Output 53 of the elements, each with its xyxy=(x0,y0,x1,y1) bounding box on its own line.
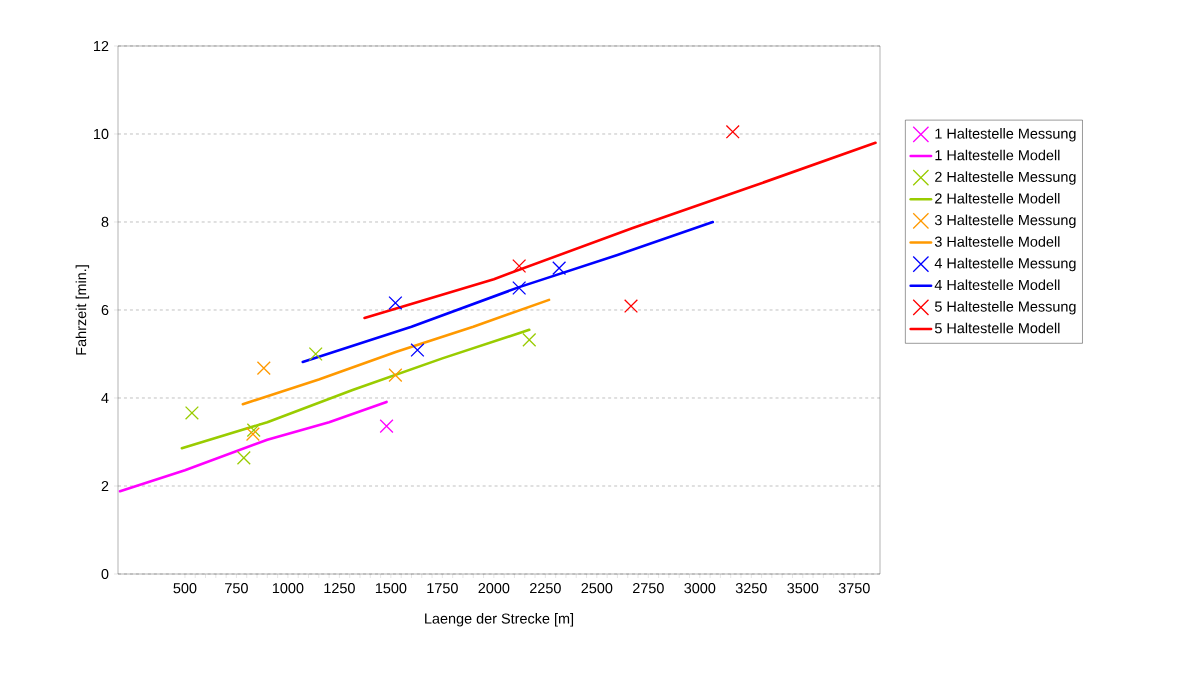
legend-label: 4 Haltestelle Modell xyxy=(934,279,1060,291)
legend-label: 1 Haltestelle Modell xyxy=(935,149,1060,161)
legend-label: 2 Haltestelle Messung xyxy=(935,171,1076,185)
point xyxy=(246,423,261,438)
x-tick-label: 1000 xyxy=(272,583,304,594)
y-tick-label: 4 xyxy=(101,393,109,403)
legend-label: 4 Haltestelle Messung xyxy=(934,257,1076,272)
x-tick-label: 3750 xyxy=(838,583,870,594)
legend-label: 5 Haltestelle Modell xyxy=(934,322,1060,334)
legend-label: 3 Haltestelle Modell xyxy=(934,236,1060,247)
point xyxy=(512,258,527,274)
x-tick-label: 1250 xyxy=(324,583,355,594)
point xyxy=(552,261,567,276)
line-series xyxy=(118,400,388,493)
point xyxy=(388,368,403,383)
point xyxy=(308,346,323,362)
x-axis-title: Laenge der Strecke [m] xyxy=(425,613,574,627)
x-tick-label: 2750 xyxy=(632,583,664,594)
point xyxy=(236,450,251,465)
x-tick-label: 1750 xyxy=(427,583,458,594)
legend-label: 2 Haltestelle Modell xyxy=(935,192,1060,204)
point xyxy=(256,361,271,376)
point xyxy=(725,124,740,139)
y-tick-label: 8 xyxy=(101,216,109,228)
x-tick-label: 750 xyxy=(225,583,248,594)
x-tick-label: 3250 xyxy=(735,583,767,594)
x-tick-label: 2500 xyxy=(581,583,613,594)
y-tick-label: 0 xyxy=(101,568,109,580)
line-series xyxy=(241,298,551,406)
point xyxy=(522,332,537,347)
y-tick-label: 2 xyxy=(101,480,109,492)
x-tick-label: 2250 xyxy=(530,583,561,594)
y-tick-label: 10 xyxy=(94,128,109,140)
point xyxy=(379,419,394,434)
y-tick-label: 12 xyxy=(94,40,109,52)
legend-label: 5 Haltestelle Messung xyxy=(934,301,1076,315)
x-tick-label: 2000 xyxy=(478,583,510,594)
point xyxy=(245,427,260,442)
point xyxy=(624,299,639,314)
line-series xyxy=(363,141,877,320)
y-axis-title: Fahrzeit [min.] xyxy=(75,265,90,355)
legend-label: 3 Haltestelle Messung xyxy=(934,214,1076,229)
x-tick-label: 3000 xyxy=(684,583,716,594)
point xyxy=(184,405,199,420)
legend-label: 1 Haltestelle Messung xyxy=(935,128,1076,142)
point xyxy=(388,295,403,310)
y-tick-label: 6 xyxy=(101,304,109,316)
point xyxy=(410,343,425,358)
x-tick-label: 1500 xyxy=(375,583,407,594)
point xyxy=(512,280,527,296)
x-tick-label: 500 xyxy=(173,583,197,594)
x-tick-label: 3500 xyxy=(787,583,819,594)
line-series xyxy=(301,220,715,364)
